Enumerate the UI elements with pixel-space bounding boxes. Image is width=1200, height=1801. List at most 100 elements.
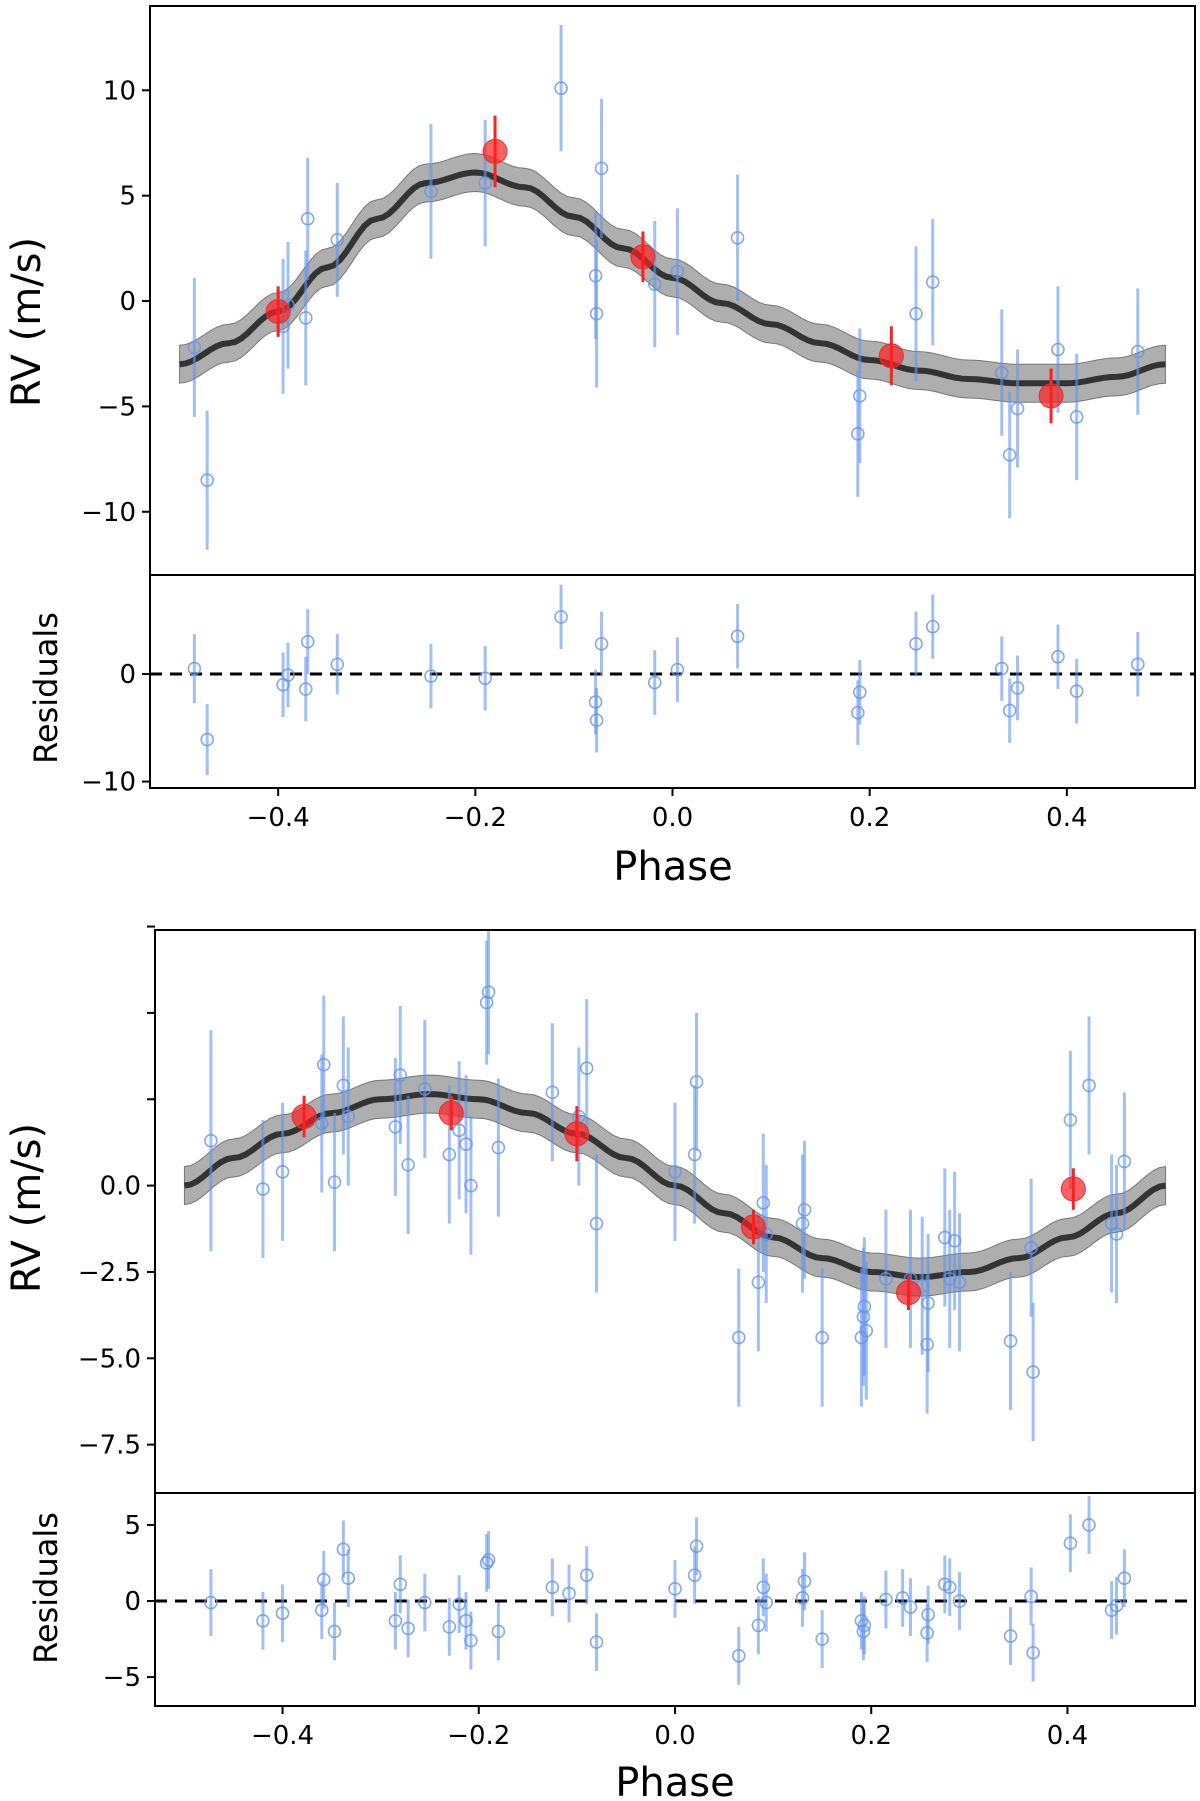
blue-data-point [1082, 1078, 1096, 1093]
blue-data-point [909, 306, 923, 321]
blue-data-point [1131, 344, 1145, 359]
blue-data-point [853, 685, 867, 700]
blue-data-point [647, 675, 662, 690]
red-data-point [438, 1100, 464, 1126]
bottom-rv-ylabel: RV (m/s) [4, 1123, 50, 1293]
blue-data-point [759, 1595, 774, 1610]
x-tick-label: 0.0 [654, 1721, 695, 1751]
bottom-residuals-ylabel: Residuals [27, 1512, 65, 1664]
blue-data-point [478, 176, 492, 190]
y-tick-label: 0 [119, 660, 136, 690]
blue-data-point [256, 1614, 270, 1628]
blue-data-point [1069, 410, 1084, 424]
blue-data-point [341, 1109, 356, 1124]
blue-data-point [730, 231, 745, 245]
blue-data-point [401, 1621, 415, 1636]
blue-data-point [418, 1082, 432, 1096]
x-tick-label: −0.2 [444, 803, 507, 833]
blue-data-point [1131, 657, 1145, 672]
blue-data-point [903, 1600, 918, 1614]
blue-data-point [579, 1061, 594, 1075]
blue-data-point [851, 427, 865, 441]
blue-data-point [909, 637, 923, 651]
blue-data-point [795, 1216, 810, 1231]
blue-data-point [689, 1075, 704, 1089]
red-data-point [1038, 383, 1064, 409]
blue-data-point [1051, 649, 1065, 664]
blue-data-point [879, 1592, 893, 1607]
blue-data-point [797, 1202, 812, 1217]
blue-data-point [300, 212, 315, 226]
blue-data-point [1109, 1227, 1124, 1241]
x-tick-label: 0.2 [851, 1721, 892, 1751]
blue-data-point [1002, 703, 1017, 718]
y-tick-label: −7.5 [78, 1431, 141, 1461]
blue-data-point [668, 1164, 682, 1179]
x-tick-label: 0.4 [1046, 803, 1087, 833]
blue-data-point [670, 662, 685, 677]
blue-data-point [393, 1577, 408, 1592]
blue-data-point [256, 1182, 270, 1196]
blue-data-point [479, 995, 494, 1010]
plot-area [155, 1496, 1195, 1685]
y-tick-label: −10 [81, 498, 136, 528]
blue-data-point [853, 389, 867, 403]
red-data-point [265, 299, 291, 325]
blue-data-point [925, 619, 940, 634]
blue-data-point [952, 1275, 967, 1290]
red-data-point [896, 1280, 922, 1306]
blue-data-point [442, 1147, 457, 1162]
blue-data-point [554, 610, 568, 624]
blue-data-point [1026, 1365, 1040, 1379]
blue-data-point [341, 1571, 356, 1585]
blue-data-point [1010, 401, 1025, 416]
blue-data-point [589, 1216, 604, 1231]
blue-data-point [994, 661, 1009, 676]
plot-area [150, 584, 1195, 776]
blue-data-point [388, 1614, 403, 1628]
blue-data-point [327, 1624, 342, 1639]
blue-data-point [464, 1178, 478, 1193]
blue-data-point [491, 1140, 506, 1155]
top-residuals-panel: Residuals Phase 0 −10 −0.4 −0.2 0.0 0.2 0.4 [27, 574, 1196, 890]
y-tick-label: −2.5 [78, 1258, 141, 1288]
blue-data-point [851, 705, 865, 720]
blue-data-point [1117, 1571, 1132, 1585]
blue-data-point [579, 1568, 594, 1582]
red-data-point [1060, 1176, 1086, 1202]
blue-data-point [1069, 684, 1084, 698]
blue-data-point [942, 1580, 957, 1595]
blue-data-point [730, 629, 745, 644]
blue-data-point [795, 1591, 810, 1605]
blue-data-point [200, 473, 214, 487]
y-tick-label: −10 [81, 768, 136, 798]
plot-area [183, 930, 1167, 1442]
blue-data-point [545, 1085, 560, 1100]
blue-data-point [751, 1618, 766, 1633]
top-rv-panel: RV (m/s) 10 5 0 −5 −10 [4, 5, 1196, 576]
blue-data-point [668, 1582, 682, 1596]
red-data-point [740, 1214, 766, 1240]
blue-data-point [314, 1116, 329, 1131]
blue-data-point [330, 657, 345, 672]
blue-data-point [1002, 448, 1017, 462]
blue-data-point [670, 264, 685, 279]
y-tick-label: 0 [124, 1587, 141, 1617]
blue-data-point [275, 1164, 290, 1179]
y-tick-label: 0 [119, 287, 136, 317]
y-tick-label: 0.0 [100, 1172, 141, 1202]
blue-data-point [857, 1299, 872, 1314]
blue-data-point [756, 1196, 771, 1210]
blue-data-point [481, 1553, 496, 1567]
blue-data-point [314, 1603, 329, 1617]
blue-data-point [327, 1175, 342, 1189]
x-tick-label: −0.2 [447, 1721, 510, 1751]
blue-data-point [895, 1591, 910, 1605]
bottom-residuals-panel: Residuals Phase 5 0 −5 −0.4 −0.2 0.0 0.2 0.4 [27, 1492, 1196, 1801]
red-data-point [291, 1104, 317, 1130]
blue-data-point [554, 81, 568, 95]
blue-data-point [1063, 1113, 1078, 1127]
x-tick-label: −0.4 [251, 1721, 314, 1751]
blue-data-point [275, 1606, 290, 1620]
blue-data-point [594, 161, 609, 176]
